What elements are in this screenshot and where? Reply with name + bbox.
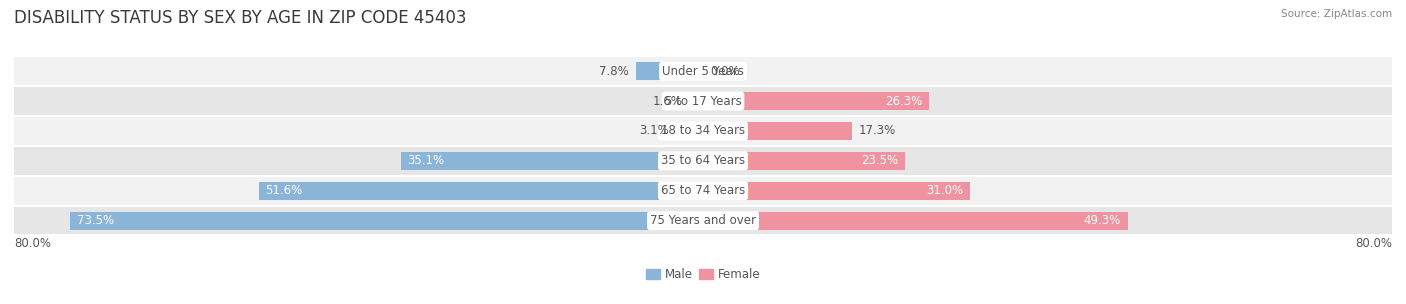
Text: 26.3%: 26.3%: [886, 95, 922, 108]
Text: 49.3%: 49.3%: [1084, 214, 1121, 227]
Text: 31.0%: 31.0%: [927, 184, 963, 197]
Bar: [636, 62, 703, 80]
Bar: [14, 207, 1392, 234]
Text: 35.1%: 35.1%: [408, 154, 444, 168]
Bar: [703, 92, 929, 110]
Bar: [14, 117, 1392, 145]
Text: 5 to 17 Years: 5 to 17 Years: [665, 95, 741, 108]
Text: 18 to 34 Years: 18 to 34 Years: [661, 124, 745, 137]
Text: 23.5%: 23.5%: [862, 154, 898, 168]
Bar: [70, 212, 703, 230]
Bar: [703, 212, 1128, 230]
Text: 65 to 74 Years: 65 to 74 Years: [661, 184, 745, 197]
Bar: [259, 182, 703, 200]
Text: 0.0%: 0.0%: [710, 65, 740, 78]
Bar: [703, 152, 905, 170]
Text: 75 Years and over: 75 Years and over: [650, 214, 756, 227]
Bar: [689, 92, 703, 110]
Bar: [401, 152, 703, 170]
Bar: [14, 177, 1392, 205]
Text: 7.8%: 7.8%: [599, 65, 628, 78]
Text: 17.3%: 17.3%: [859, 124, 896, 137]
Text: 51.6%: 51.6%: [266, 184, 302, 197]
Bar: [14, 87, 1392, 115]
Text: Under 5 Years: Under 5 Years: [662, 65, 744, 78]
Text: 3.1%: 3.1%: [640, 124, 669, 137]
Text: 73.5%: 73.5%: [77, 214, 114, 227]
Text: 1.6%: 1.6%: [652, 95, 682, 108]
Bar: [703, 182, 970, 200]
Bar: [14, 57, 1392, 85]
Legend: Male, Female: Male, Female: [641, 264, 765, 286]
Text: 35 to 64 Years: 35 to 64 Years: [661, 154, 745, 168]
Text: Source: ZipAtlas.com: Source: ZipAtlas.com: [1281, 9, 1392, 19]
Bar: [14, 147, 1392, 174]
Bar: [703, 122, 852, 140]
Text: 80.0%: 80.0%: [14, 237, 51, 250]
Bar: [676, 122, 703, 140]
Text: 80.0%: 80.0%: [1355, 237, 1392, 250]
Text: DISABILITY STATUS BY SEX BY AGE IN ZIP CODE 45403: DISABILITY STATUS BY SEX BY AGE IN ZIP C…: [14, 9, 467, 27]
